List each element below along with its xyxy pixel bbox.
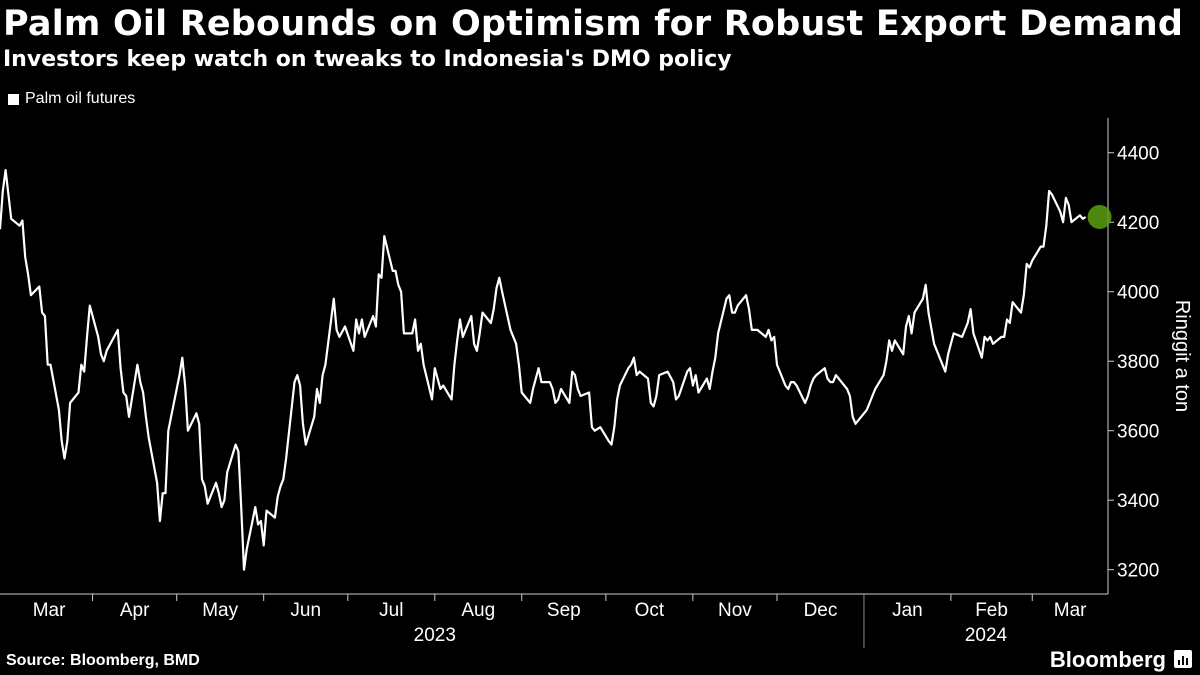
year-label: 2023: [414, 625, 456, 646]
x-tick-label: Jul: [379, 600, 403, 621]
x-tick-label: Mar: [1054, 600, 1087, 621]
chart-title: Palm Oil Rebounds on Optimism for Robust…: [3, 4, 1184, 44]
legend-label: Palm oil futures: [25, 90, 136, 107]
x-tick-label: May: [202, 600, 238, 621]
x-tick-label: Nov: [718, 600, 752, 621]
year-label: 2024: [965, 625, 1008, 646]
y-tick-label: 4400: [1117, 144, 1159, 165]
x-axis-ticks: Mar Apr May Jun Jul Aug Sep Oct Nov Dec Jan Feb Mar 2…: [33, 594, 1087, 648]
series-line-palm-oil-futures: [0, 169, 1087, 571]
y-tick-label: 3200: [1117, 561, 1159, 582]
y-tick-label: 3800: [1117, 352, 1159, 373]
y-tick-label: 3400: [1117, 491, 1159, 512]
x-tick-label: Oct: [635, 600, 665, 621]
x-tick-label: Mar: [33, 600, 66, 621]
x-tick-label: Sep: [547, 600, 581, 621]
bloomberg-logo: Bloomberg: [1049, 647, 1166, 672]
chart-subtitle: Investors keep watch on tweaks to Indone…: [3, 47, 732, 72]
legend-swatch: [8, 93, 19, 105]
latest-value-marker: [1087, 205, 1112, 230]
x-tick-label: Feb: [975, 600, 1008, 621]
x-tick-label: Jun: [290, 600, 321, 621]
y-tick-label: 4200: [1117, 213, 1159, 234]
x-tick-label: Jan: [892, 600, 923, 621]
x-tick-label: Apr: [120, 600, 150, 621]
x-tick-label: Aug: [461, 600, 495, 621]
bloomberg-terminal-icon: [1174, 650, 1192, 668]
y-tick-label: 4000: [1117, 283, 1159, 304]
y-axis-label: Ringgit a ton: [1171, 300, 1193, 412]
y-axis-ticks: 3200 3400 3600 3800 4000 4200 4400: [1108, 144, 1159, 582]
legend: Palm oil futures: [8, 90, 135, 108]
y-tick-label: 3600: [1117, 422, 1159, 443]
source-note: Source: Bloomberg, BMD: [6, 652, 200, 669]
x-tick-label: Dec: [804, 600, 838, 621]
